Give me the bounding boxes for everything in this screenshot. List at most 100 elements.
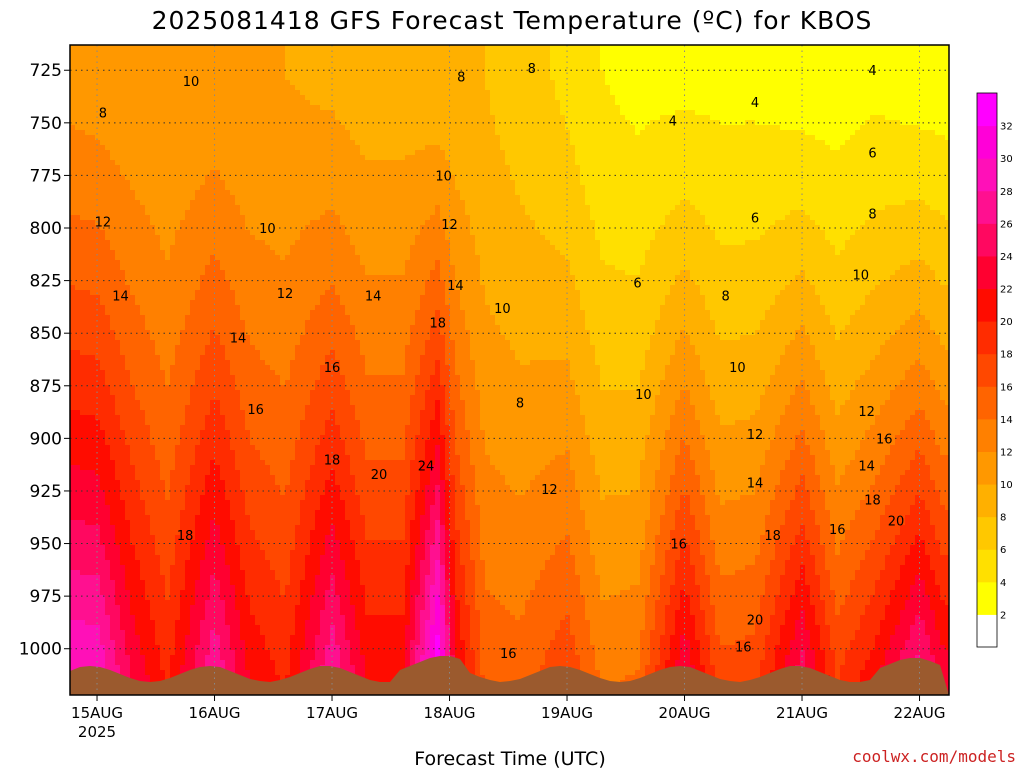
contour-label: 6 <box>633 277 641 292</box>
colorbar-swatch <box>977 126 997 159</box>
colorbar-swatch <box>977 289 997 322</box>
contour-label: 8 <box>516 397 524 412</box>
contour-label: 14 <box>858 460 875 475</box>
colorbar-label: 32 <box>1000 122 1013 133</box>
contour-label: 10 <box>853 268 870 283</box>
contour-label: 8 <box>457 71 465 86</box>
y-tick-label: 1000 <box>19 640 62 660</box>
colorbar-label: 30 <box>1000 154 1013 165</box>
contour-label: 14 <box>230 331 247 346</box>
contour-label: 16 <box>500 647 517 662</box>
colorbar-swatch <box>977 256 997 289</box>
contour-label: 4 <box>868 64 876 79</box>
colorbar-swatch <box>977 614 997 647</box>
plot-area <box>70 45 951 696</box>
colorbar-label: 12 <box>1000 447 1013 458</box>
contour-label: 12 <box>747 428 764 443</box>
colorbar-label: 2 <box>1000 610 1006 621</box>
colorbar-swatch <box>977 321 997 354</box>
colorbar-swatch <box>977 158 997 191</box>
contour-label: 18 <box>430 317 447 332</box>
x-tick-label: 22AUG <box>894 704 946 722</box>
contour-label: 14 <box>747 477 764 492</box>
contour-label: 10 <box>729 361 746 376</box>
colorbar-label: 22 <box>1000 285 1013 296</box>
x-tick-label: 18AUG <box>424 704 476 722</box>
contour-label: 10 <box>494 302 511 317</box>
contour-label: 16 <box>324 361 341 376</box>
colorbar-label: 6 <box>1000 545 1006 556</box>
contour-label: 8 <box>528 62 536 77</box>
contour-label: 18 <box>324 453 341 468</box>
contour-label: 14 <box>112 289 129 304</box>
y-tick-label: 800 <box>30 219 62 239</box>
x-tick-label: 17AUG <box>306 704 358 722</box>
contour-label: 18 <box>864 493 881 508</box>
contour-label: 8 <box>99 106 107 121</box>
x-tick-label: 16AUG <box>189 704 241 722</box>
colorbar-swatch <box>977 386 997 419</box>
colorbar-label: 24 <box>1000 252 1013 263</box>
colorbar-swatch <box>977 517 997 550</box>
contour-label: 16 <box>670 538 687 553</box>
colorbar-swatch <box>977 223 997 256</box>
colorbar-swatch <box>977 484 997 517</box>
colorbar-label: 4 <box>1000 578 1006 589</box>
colorbar-label: 14 <box>1000 415 1013 426</box>
y-tick-label: 775 <box>30 166 62 186</box>
x-tick-label: 15AUG <box>71 704 123 722</box>
contour-label: 12 <box>541 483 558 498</box>
colorbar-label: 18 <box>1000 350 1013 361</box>
y-tick-label: 975 <box>30 587 62 607</box>
colorbar-swatch <box>977 419 997 452</box>
x-axis-label: Forecast Time (UTC) <box>414 748 605 768</box>
contour-label: 6 <box>751 211 759 226</box>
y-tick-label: 850 <box>30 324 62 344</box>
contour-label: 16 <box>247 403 264 418</box>
colorbar-label: 28 <box>1000 187 1013 198</box>
contour-label: 16 <box>876 432 893 447</box>
y-tick-label: 725 <box>30 61 62 81</box>
x-tick-label: 20AUG <box>659 704 711 722</box>
colorbar-swatch <box>977 549 997 582</box>
contour-label: 14 <box>365 289 382 304</box>
contour-label: 20 <box>888 514 905 529</box>
contour-label: 4 <box>751 96 759 111</box>
colorbar-label: 8 <box>1000 513 1006 524</box>
contour-label: 10 <box>183 75 200 90</box>
credit-link[interactable]: coolwx.com/models <box>852 747 1016 766</box>
contour-label: 12 <box>277 287 294 302</box>
x-tick-sublabel: 2025 <box>78 723 116 741</box>
contour-label: 16 <box>829 523 846 538</box>
colorbar-label: 16 <box>1000 382 1013 393</box>
x-tick-label: 21AUG <box>776 704 828 722</box>
x-tick-label: 19AUG <box>541 704 593 722</box>
contour-label: 18 <box>764 529 781 544</box>
contour-label: 14 <box>447 279 464 294</box>
y-tick-label: 950 <box>30 535 62 555</box>
contour-label: 20 <box>371 468 388 483</box>
colorbar-swatch <box>977 354 997 387</box>
colorbar-label: 20 <box>1000 317 1013 328</box>
contour-label: 8 <box>868 207 876 222</box>
contour-label: 18 <box>177 529 194 544</box>
contour-label: 16 <box>735 641 752 656</box>
contour-label: 12 <box>858 405 875 420</box>
y-tick-label: 825 <box>30 272 62 292</box>
temperature-field <box>70 45 951 696</box>
colorbar-swatch <box>977 93 997 126</box>
contour-label: 10 <box>259 222 276 237</box>
y-tick-label: 875 <box>30 377 62 397</box>
colorbar-swatch <box>977 451 997 484</box>
contour-label: 6 <box>868 146 876 161</box>
colorbar-label: 26 <box>1000 219 1013 230</box>
colorbar-swatch <box>977 582 997 615</box>
y-tick-label: 925 <box>30 482 62 502</box>
contour-label: 20 <box>747 613 764 628</box>
y-tick-label: 750 <box>30 114 62 134</box>
contour-label: 10 <box>435 169 452 184</box>
colorbar-label: 10 <box>1000 480 1013 491</box>
contour-label: 8 <box>722 289 730 304</box>
